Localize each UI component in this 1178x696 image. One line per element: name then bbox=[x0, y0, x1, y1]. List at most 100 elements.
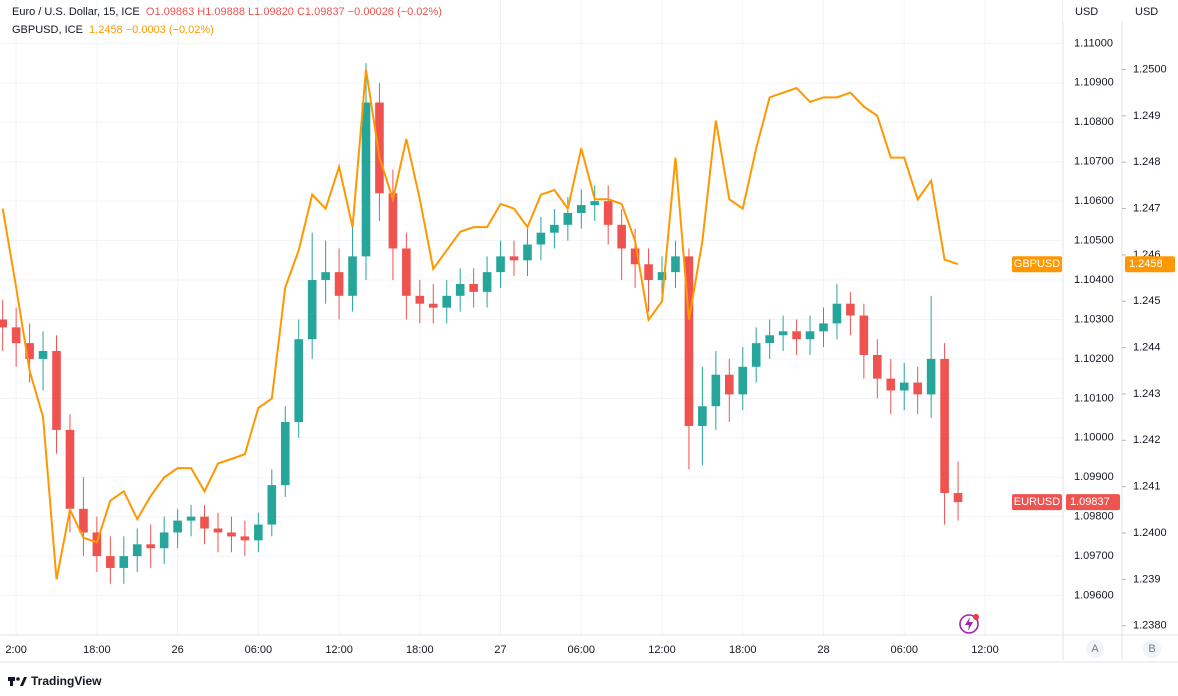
candle-body bbox=[751, 343, 761, 367]
price-tag-bg bbox=[1125, 256, 1175, 273]
candle-body bbox=[79, 508, 88, 533]
candle-body bbox=[11, 327, 21, 344]
candle-body bbox=[402, 248, 411, 296]
x-tick-label: 18:00 bbox=[83, 644, 111, 656]
candle-body bbox=[186, 516, 196, 521]
y-tick-label: 1.10500 bbox=[1074, 234, 1114, 246]
candle-body bbox=[38, 351, 48, 359]
y2-tick-label: 1.242 bbox=[1133, 434, 1161, 446]
y-tick-label: 1.10200 bbox=[1074, 353, 1114, 365]
x-tick-label: 12:00 bbox=[325, 644, 353, 656]
candle-body bbox=[738, 366, 748, 395]
candle-body bbox=[496, 256, 505, 273]
candle-body bbox=[132, 544, 142, 557]
candle-body bbox=[509, 256, 519, 261]
legend-quote: 1.2458 −0.0003 (−0.02%) bbox=[89, 24, 214, 36]
y-tick-label: 1.10100 bbox=[1074, 392, 1114, 404]
candle-body bbox=[388, 193, 398, 249]
legend-line: GBPUSD, ICE 1.2458 −0.0003 (−0.02%) bbox=[12, 24, 214, 36]
candle-body bbox=[630, 248, 640, 265]
y-tick-label: 1.10700 bbox=[1074, 156, 1114, 168]
candle-body bbox=[899, 382, 909, 391]
y2-tick-label: 1.239 bbox=[1133, 573, 1161, 585]
scale-button-label[interactable]: A bbox=[1091, 643, 1099, 655]
y-tick-label: 1.10400 bbox=[1074, 274, 1114, 286]
source: TradingView bbox=[31, 674, 102, 688]
alert-icon[interactable] bbox=[959, 614, 979, 634]
candle-body bbox=[698, 406, 707, 426]
candle-body bbox=[307, 280, 317, 340]
axis-header bbox=[1063, 0, 1178, 22]
candle-body bbox=[119, 556, 129, 568]
candle-body bbox=[106, 556, 115, 568]
price-tag-name: EURUSD bbox=[1014, 496, 1061, 508]
candle-body bbox=[805, 331, 815, 340]
candle-body bbox=[173, 520, 182, 533]
candle-body bbox=[832, 303, 842, 324]
candle-body bbox=[603, 201, 613, 225]
candle-body bbox=[926, 358, 936, 395]
plot bbox=[0, 63, 963, 584]
y-tick-label: 1.11000 bbox=[1074, 37, 1113, 49]
y-tick-label: 1.10800 bbox=[1074, 116, 1114, 128]
candle-body bbox=[52, 351, 61, 430]
x-tick-label: 18:00 bbox=[406, 644, 434, 656]
y-tick-label: 1.09800 bbox=[1074, 511, 1114, 523]
y-axis-unit: USD bbox=[1075, 6, 1098, 18]
y-tick-label: 1.10900 bbox=[1074, 77, 1114, 89]
candle-body bbox=[819, 323, 828, 332]
price-tag-value: 1.09837 bbox=[1070, 496, 1110, 508]
candle-body bbox=[361, 102, 371, 257]
candle-body bbox=[590, 201, 600, 206]
candle-body bbox=[65, 429, 75, 509]
candle-body bbox=[200, 516, 209, 529]
candle-body bbox=[940, 358, 949, 494]
candle-body bbox=[428, 303, 438, 308]
candle-body bbox=[415, 295, 425, 304]
candle-body bbox=[563, 212, 573, 225]
candle-body bbox=[873, 354, 882, 379]
x-tick-label: 12:00 bbox=[971, 644, 999, 656]
price-tag-value: 1.2458 bbox=[1129, 258, 1163, 270]
y2-tick-label: 1.248 bbox=[1133, 156, 1161, 168]
candle-body bbox=[953, 493, 963, 503]
y-tick-label: 1.10300 bbox=[1074, 313, 1114, 325]
scale-button[interactable] bbox=[1086, 640, 1104, 658]
candle-body bbox=[792, 331, 801, 340]
scale-button-label[interactable]: B bbox=[1148, 643, 1155, 655]
candle-body bbox=[671, 256, 680, 273]
line-series bbox=[1, 69, 959, 580]
candle-body bbox=[724, 374, 734, 395]
y-tick-label: 1.09700 bbox=[1074, 550, 1114, 562]
candle-body bbox=[778, 331, 788, 336]
y2-tick-label: 1.244 bbox=[1133, 342, 1161, 354]
candle-body bbox=[550, 224, 559, 233]
candle-body bbox=[25, 343, 34, 359]
price-tag-name: GBPUSD bbox=[1014, 258, 1061, 270]
x-tick-label: 12:00 bbox=[648, 644, 676, 656]
candle-body bbox=[482, 272, 492, 292]
scale-button[interactable] bbox=[1143, 640, 1161, 658]
legend-line: Euro / U.S. Dollar, 15, ICE O1.09863 H1.… bbox=[12, 6, 442, 18]
y2-tick-label: 1.247 bbox=[1133, 202, 1161, 214]
y2-tick-label: 1.249 bbox=[1133, 110, 1161, 122]
y-tick-label: 1.10600 bbox=[1074, 195, 1114, 207]
y2-tick-label: 1.243 bbox=[1133, 388, 1161, 400]
candle-body bbox=[227, 532, 236, 537]
candle-body bbox=[294, 339, 304, 423]
y2-tick-label: 1.245 bbox=[1133, 295, 1161, 307]
candle-body bbox=[280, 422, 290, 486]
logo bbox=[8, 677, 27, 686]
candle-body bbox=[684, 256, 694, 426]
candle-body bbox=[859, 315, 869, 355]
candle-body bbox=[334, 272, 344, 296]
y2-tick-label: 1.2500 bbox=[1133, 63, 1167, 75]
y-tick-label: 1.10000 bbox=[1074, 432, 1114, 444]
price-tag-bg bbox=[1066, 494, 1120, 511]
candle-body bbox=[375, 102, 384, 194]
y-tick-label: 1.09600 bbox=[1074, 589, 1114, 601]
candle-body bbox=[469, 283, 478, 292]
candle-body bbox=[523, 244, 532, 261]
